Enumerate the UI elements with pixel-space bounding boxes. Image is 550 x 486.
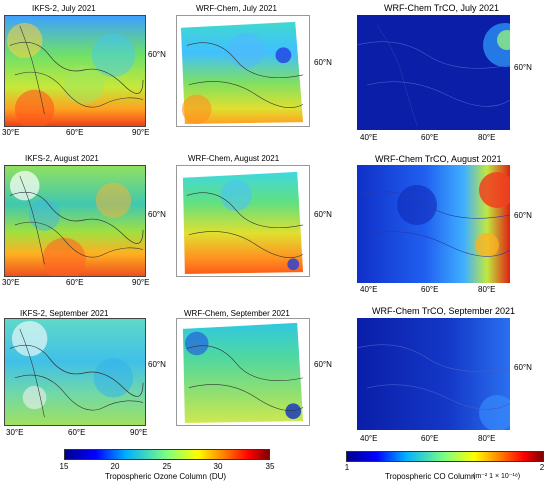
map-wrf-july: [176, 15, 310, 127]
ozone-colorbar-label: Tropospheric Ozone Column (DU): [105, 472, 227, 481]
lon-label: 80°E: [478, 133, 496, 142]
panel-title-trco-july: WRF-Chem TrCO, July 2021: [384, 3, 500, 13]
panel-title-wrf-july: WRF-Chem, July 2021: [196, 4, 277, 13]
lat-label: 60°N: [148, 210, 166, 219]
lon-label: 80°E: [478, 434, 496, 443]
lon-label: 60°E: [421, 133, 439, 142]
lon-label: 60°E: [66, 278, 84, 287]
map-trco-july: [357, 15, 510, 130]
map-wrf-august: [176, 165, 310, 277]
co-tick: 1: [344, 463, 350, 472]
lon-label: 30°E: [6, 428, 24, 437]
panel-title-wrf-september: WRF-Chem, September 2021: [184, 309, 290, 318]
panel-title-ikfs-july: IKFS-2, July 2021: [32, 4, 96, 13]
map-wrf-september: [176, 318, 310, 426]
lon-label: 60°E: [421, 434, 439, 443]
lon-label: 80°E: [478, 285, 496, 294]
ozone-tick: 30: [213, 462, 223, 471]
map-trco-august: [357, 165, 510, 283]
lat-label: 60°N: [514, 63, 532, 72]
lat-label: 60°N: [148, 360, 166, 369]
map-ikfs-july: [4, 15, 146, 127]
lon-label: 60°E: [68, 428, 86, 437]
co-tick: 2: [539, 463, 545, 472]
ozone-colorbar: [64, 449, 270, 460]
lon-label: 40°E: [360, 133, 378, 142]
panel-title-wrf-august: WRF-Chem, August 2021: [188, 154, 280, 163]
lat-label: 60°N: [314, 210, 332, 219]
panel-title-ikfs-august: IKFS-2, August 2021: [25, 154, 99, 163]
panel-title-trco-september: WRF-Chem TrCO, September 2021: [372, 306, 516, 316]
lon-label: 90°E: [132, 278, 150, 287]
lon-label: 90°E: [130, 428, 148, 437]
lat-label: 60°N: [314, 360, 332, 369]
ozone-tick: 25: [162, 462, 172, 471]
co-colorbar-units: (m⁻² 1 × 10⁻¹⁸): [473, 473, 521, 480]
panel-title-trco-august: WRF-Chem TrCO, August 2021: [375, 154, 502, 164]
map-ikfs-august: [4, 165, 146, 277]
lon-label: 30°E: [2, 128, 20, 137]
lat-label: 60°N: [314, 58, 332, 67]
co-colorbar: [346, 451, 544, 462]
lon-label: 60°E: [66, 128, 84, 137]
lon-label: 40°E: [360, 434, 378, 443]
lat-label: 60°N: [514, 363, 532, 372]
co-colorbar-label: Tropospheric CO Column: [385, 472, 476, 481]
ozone-tick: 35: [265, 462, 275, 471]
lon-label: 40°E: [360, 285, 378, 294]
lat-label: 60°N: [514, 211, 532, 220]
lon-label: 60°E: [421, 285, 439, 294]
ozone-tick: 15: [59, 462, 69, 471]
lat-label: 60°N: [148, 50, 166, 59]
lon-label: 30°E: [2, 278, 20, 287]
panel-title-ikfs-september: IKFS-2, September 2021: [20, 309, 109, 318]
lon-label: 90°E: [132, 128, 150, 137]
ozone-tick: 20: [110, 462, 120, 471]
map-trco-september: [357, 318, 510, 430]
map-ikfs-september: [4, 318, 146, 426]
